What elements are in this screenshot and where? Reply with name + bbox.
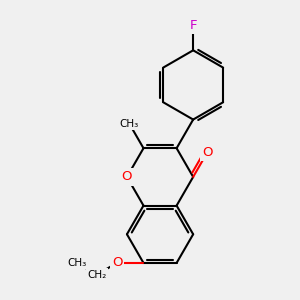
Text: CH₃: CH₃ xyxy=(120,119,139,129)
Text: O: O xyxy=(112,256,122,269)
Text: F: F xyxy=(189,19,197,32)
Text: O: O xyxy=(202,146,212,159)
Text: CH₂: CH₂ xyxy=(87,269,106,280)
Text: O: O xyxy=(122,170,132,183)
Text: CH₃: CH₃ xyxy=(67,258,86,268)
